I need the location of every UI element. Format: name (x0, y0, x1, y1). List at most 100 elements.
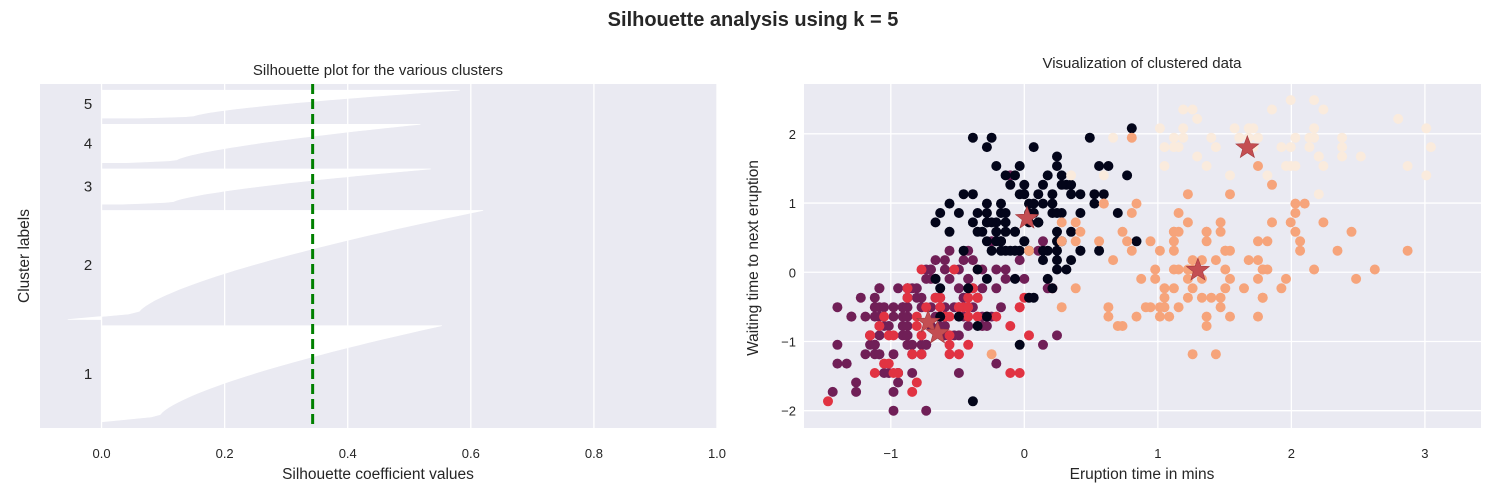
scatter-point-cluster-1 (879, 368, 890, 378)
scatter-point-cluster-0 (1094, 245, 1105, 256)
scatter-point-cluster-0 (1052, 226, 1062, 237)
scatter-point-cluster-2 (944, 330, 955, 341)
scatter-point-cluster-0 (1052, 151, 1062, 162)
scatter-point-cluster-4 (1168, 132, 1179, 143)
scatter-point-cluster-1 (921, 339, 932, 350)
scatter-point-cluster-3 (1056, 236, 1067, 247)
silhouette-band-4 (101, 123, 421, 164)
scatter-point-cluster-4 (1267, 104, 1277, 115)
scatter-point-cluster-1 (832, 358, 843, 369)
scatter-point-cluster-0 (1038, 198, 1048, 209)
cluster-label-1: 1 (84, 366, 92, 383)
scatter-point-cluster-4 (1421, 170, 1432, 181)
scatter-point-cluster-3 (1257, 264, 1268, 275)
scatter-point-cluster-2 (944, 349, 955, 360)
scatter-point-cluster-3 (1173, 208, 1184, 218)
scatter-point-cluster-3 (1075, 226, 1086, 237)
scatter-point-cluster-3 (1154, 245, 1165, 256)
scatter-point-cluster-2 (907, 349, 918, 360)
scatter-point-cluster-1 (925, 264, 936, 275)
silhouette-band-2 (67, 210, 484, 320)
scatter-point-cluster-2 (949, 264, 960, 275)
scatter-point-cluster-4 (1178, 123, 1189, 134)
scatter-point-cluster-2 (1014, 368, 1025, 378)
scatter-point-cluster-2 (935, 292, 946, 303)
scatter-point-cluster-3 (1070, 283, 1081, 294)
scatter-point-cluster-3 (1285, 217, 1296, 228)
scatter-plot-title: Visualization of clustered data (1042, 55, 1242, 72)
silhouette-x-tick-label: 0.6 (462, 446, 480, 461)
scatter-point-cluster-2 (1005, 321, 1016, 331)
figure-title: Silhouette analysis using k = 5 (608, 9, 899, 31)
scatter-x-tick-label: 3 (1421, 446, 1428, 461)
scatter-point-cluster-0 (986, 132, 997, 143)
scatter-point-cluster-1 (888, 302, 899, 313)
scatter-point-cluster-1 (874, 330, 885, 341)
scatter-point-cluster-3 (1145, 236, 1156, 247)
scatter-point-cluster-0 (930, 217, 941, 228)
scatter-point-cluster-0 (1047, 198, 1058, 209)
scatter-point-cluster-3 (1187, 255, 1198, 266)
scatter-point-cluster-1 (907, 368, 918, 378)
scatter-point-cluster-2 (963, 292, 974, 303)
scatter-x-tick-label: 2 (1288, 446, 1295, 461)
scatter-point-cluster-4 (1309, 123, 1320, 134)
scatter-point-cluster-3 (1159, 292, 1170, 303)
scatter-point-cluster-0 (986, 217, 997, 228)
scatter-point-cluster-0 (1000, 217, 1011, 228)
scatter-point-cluster-3 (1290, 226, 1301, 237)
scatter-point-cluster-0 (1042, 170, 1053, 181)
scatter-point-cluster-3 (1168, 283, 1179, 294)
scatter-point-cluster-1 (953, 368, 964, 378)
scatter-point-cluster-2 (902, 292, 913, 303)
scatter-point-cluster-0 (1010, 273, 1020, 284)
scatter-point-cluster-0 (981, 198, 992, 209)
scatter-point-cluster-3 (1126, 245, 1137, 256)
scatter-point-cluster-0 (972, 264, 983, 275)
centroid-marker-4 (1235, 134, 1260, 159)
scatter-point-cluster-4 (1192, 151, 1203, 162)
scatter-point-cluster-1 (1052, 330, 1062, 341)
scatter-point-cluster-2 (916, 349, 927, 360)
scatter-point-cluster-0 (981, 208, 992, 218)
scatter-point-cluster-1 (944, 273, 955, 284)
scatter-point-cluster-1 (874, 349, 885, 360)
scatter-point-cluster-0 (935, 208, 946, 218)
cluster-label-5: 5 (84, 96, 92, 113)
scatter-point-cluster-2 (869, 368, 880, 378)
scatter-point-cluster-3 (1206, 292, 1217, 303)
silhouette-y-axis-label: Cluster labels (16, 209, 33, 303)
scatter-point-cluster-3 (1196, 292, 1207, 303)
scatter-point-cluster-0 (972, 321, 983, 331)
scatter-y-tick-label: 2 (789, 127, 796, 142)
scatter-point-cluster-3 (1056, 217, 1067, 228)
scatter-point-cluster-3 (1056, 302, 1067, 313)
scatter-point-cluster-0 (1000, 226, 1011, 237)
scatter-point-cluster-0 (1014, 339, 1025, 350)
scatter-point-cluster-1 (1038, 236, 1048, 247)
scatter-point-cluster-2 (902, 283, 913, 294)
scatter-point-cluster-3 (1225, 311, 1235, 322)
scatter-point-cluster-4 (1243, 123, 1254, 134)
scatter-point-cluster-2 (907, 386, 918, 397)
scatter-point-cluster-4 (1178, 104, 1189, 115)
scatter-point-cluster-1 (879, 302, 890, 313)
scatter-point-cluster-0 (967, 396, 978, 407)
scatter-point-cluster-0 (986, 245, 997, 256)
scatter-point-cluster-0 (981, 273, 992, 284)
scatter-point-cluster-0 (1033, 189, 1044, 200)
scatter-point-cluster-3 (1332, 245, 1343, 256)
centroid-marker-0 (1014, 205, 1040, 229)
scatter-y-tick-label: 1 (789, 196, 796, 211)
scatter-point-cluster-3 (1103, 302, 1114, 313)
scatter-point-cluster-4 (1206, 132, 1217, 143)
scatter-point-cluster-3 (1182, 292, 1193, 303)
scatter-point-cluster-0 (1066, 189, 1077, 200)
silhouette-band-1 (101, 325, 442, 423)
scatter-point-cluster-0 (1122, 170, 1133, 181)
scatter-point-cluster-3 (1215, 217, 1226, 228)
scatter-point-cluster-3 (1402, 245, 1413, 256)
scatter-point-cluster-2 (972, 311, 983, 322)
scatter-point-cluster-3 (1182, 217, 1193, 228)
scatter-point-cluster-2 (953, 349, 964, 360)
